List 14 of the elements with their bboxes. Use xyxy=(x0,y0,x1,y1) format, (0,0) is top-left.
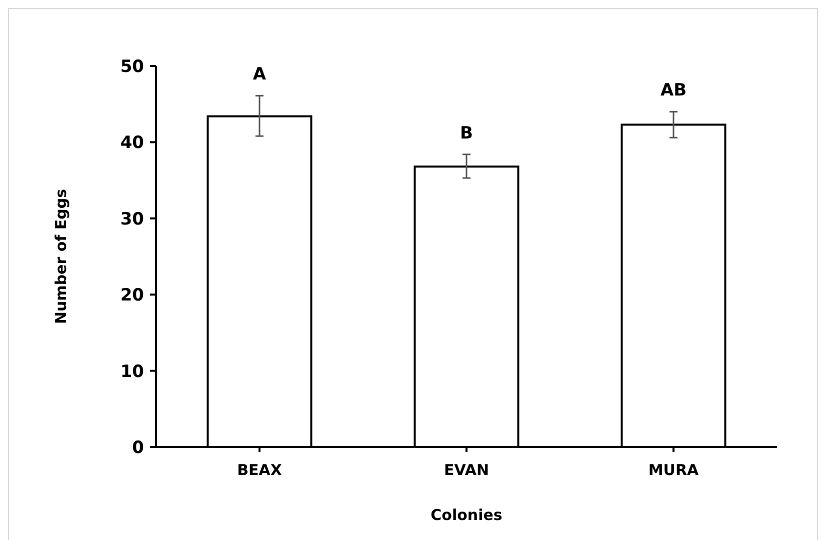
y-tick-label: 30 xyxy=(120,209,144,230)
x-tick-label: EVAN xyxy=(444,461,489,479)
y-tick-label: 50 xyxy=(120,56,144,77)
y-tick-label: 0 xyxy=(132,438,144,458)
annotation: B xyxy=(460,123,473,144)
y-axis-title: Number of Eggs xyxy=(52,188,70,324)
x-tick-label: MURA xyxy=(648,461,700,479)
annotation: A xyxy=(252,64,267,85)
y-tick-label: 10 xyxy=(120,362,144,382)
y-tick-label: 20 xyxy=(120,286,144,306)
annotation: AB xyxy=(660,80,687,101)
x-tick-label: BEAX xyxy=(237,461,282,479)
x-axis-title: Colonies xyxy=(430,506,502,524)
y-tick-label: 40 xyxy=(120,133,144,154)
